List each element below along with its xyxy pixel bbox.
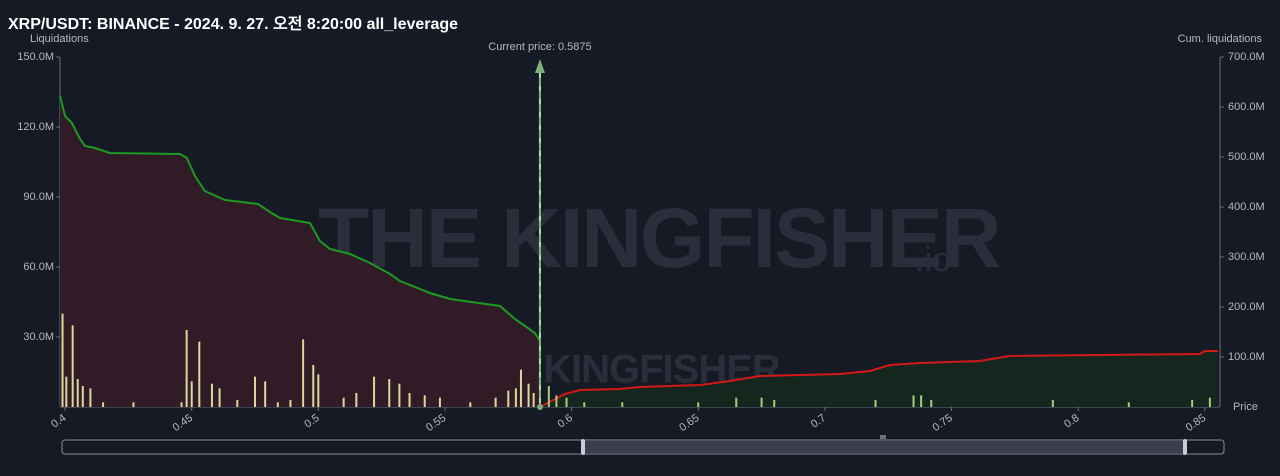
bar: [735, 397, 738, 407]
bar: [342, 397, 345, 407]
bar: [317, 374, 320, 407]
bar: [583, 402, 586, 407]
y2-tick-label: 600.0M: [1228, 101, 1265, 113]
y2-tick-label: 400.0M: [1228, 201, 1265, 213]
bar: [514, 388, 517, 407]
bar: [254, 376, 257, 407]
bar: [264, 381, 267, 407]
bar: [547, 386, 550, 407]
bar: [507, 390, 510, 407]
y2-tick-label: 500.0M: [1228, 151, 1265, 163]
scroll-grip[interactable]: [880, 435, 886, 439]
bar: [190, 381, 193, 407]
bar: [289, 400, 292, 407]
area-fill: [539, 351, 1218, 407]
bar: [398, 383, 401, 407]
y-tick-label: 30.0M: [23, 331, 54, 343]
y-tick-label: 120.0M: [17, 121, 54, 133]
watermark-text: THE KINGFISHER: [318, 191, 1000, 285]
bar: [874, 400, 877, 407]
x-axis-label: Price: [1233, 401, 1258, 413]
cumulative-line: [539, 350, 1218, 408]
area-fill: [60, 96, 540, 407]
y2-tick-label: 200.0M: [1228, 301, 1265, 313]
bar: [519, 369, 522, 407]
bar: [621, 402, 624, 407]
bar: [388, 379, 391, 407]
bar: [1127, 402, 1130, 407]
bar: [438, 397, 441, 407]
y-tick-label: 150.0M: [17, 51, 54, 63]
bar: [302, 339, 305, 407]
bar: [355, 393, 358, 407]
y2-axis-label: Cum. liquidations: [1178, 33, 1263, 45]
y-tick-label: 60.0M: [23, 261, 54, 273]
current-price-label: Current price: 0.5875: [488, 41, 591, 53]
bar: [760, 397, 763, 407]
bar: [920, 395, 923, 407]
watermark-suffix: .io: [915, 241, 951, 279]
y-tick-label: 90.0M: [23, 191, 54, 203]
bar: [697, 402, 700, 407]
y2-tick-label: 100.0M: [1228, 351, 1265, 363]
bar: [89, 388, 92, 407]
plot: 30.0M 60.0M 90.0M 120.0M 150.0M 100.0M 200.0M 3…: [17, 41, 1264, 434]
bar: [61, 313, 64, 407]
bar: [423, 395, 426, 407]
y2-tick-label: 300.0M: [1228, 251, 1265, 263]
bar: [1191, 400, 1194, 407]
scroll-handle[interactable]: [1183, 439, 1187, 455]
bar: [532, 393, 535, 407]
current-price-arrow: [534, 59, 545, 73]
scroll-window[interactable]: [583, 441, 1185, 453]
bar: [236, 400, 239, 407]
bar: [65, 376, 68, 407]
bar: [312, 365, 315, 407]
bar: [527, 383, 530, 407]
bar: [565, 397, 568, 407]
bar: [76, 379, 79, 407]
bar: [102, 402, 105, 407]
y2-tick-label: 700.0M: [1228, 51, 1265, 63]
bar: [408, 393, 411, 407]
bar: [276, 402, 279, 407]
bar: [185, 330, 188, 407]
bar: [1208, 397, 1211, 407]
y-axis-label: Liquidations: [30, 33, 89, 45]
bar: [912, 395, 915, 407]
scrollbar[interactable]: [61, 435, 1225, 455]
bar: [930, 400, 933, 407]
bar: [180, 402, 183, 407]
bar: [469, 402, 472, 407]
bar: [494, 397, 497, 407]
bar: [198, 341, 201, 407]
chart-title: XRP/USDT: BINANCE - 2024. 9. 27. 오전 8:20…: [8, 15, 458, 33]
bar: [1051, 400, 1054, 407]
bar: [71, 325, 74, 407]
bar: [210, 383, 213, 407]
bar: [555, 395, 558, 407]
scroll-handle[interactable]: [581, 439, 585, 455]
bar: [773, 400, 776, 407]
scroll-track: [61, 439, 1225, 455]
bar: [373, 376, 376, 407]
bar: [132, 402, 135, 407]
bar: [218, 388, 221, 407]
cumulative-line: [59, 95, 541, 342]
current-price-dot: [536, 404, 543, 410]
bar: [81, 386, 84, 407]
